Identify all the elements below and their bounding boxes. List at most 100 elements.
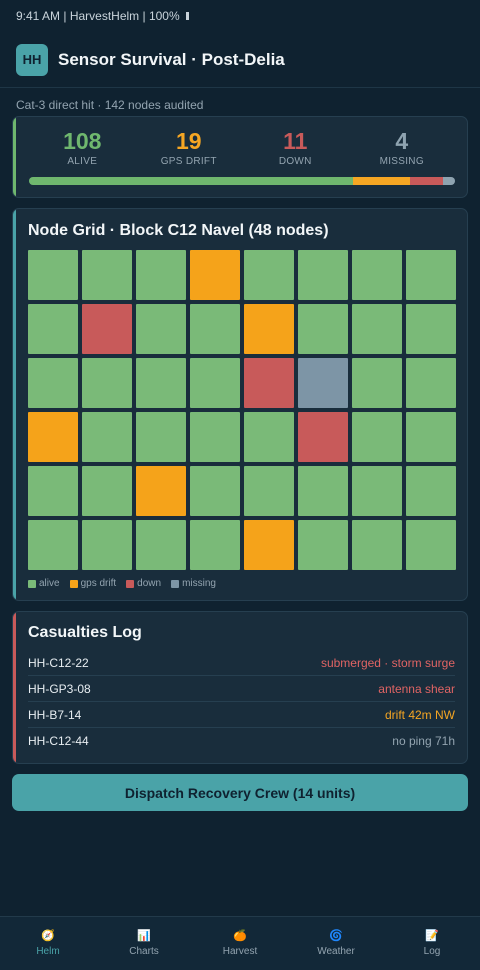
stat-missing: 4 MISSING [349, 128, 456, 168]
node-cell[interactable] [244, 412, 294, 462]
progress-segment-alive [29, 177, 353, 186]
node-cell[interactable] [82, 250, 132, 300]
nav-item-weather[interactable]: 🌀 Weather [288, 917, 384, 970]
node-cell[interactable] [298, 412, 348, 462]
node-cell[interactable] [136, 358, 186, 408]
legend-item-alive: alive [28, 578, 60, 589]
memo-icon: 📝 [425, 929, 439, 942]
orange-fruit-icon: 🍊 [233, 929, 247, 942]
node-cell[interactable] [82, 466, 132, 516]
casualty-row[interactable]: HH-B7-14 drift 42m NW [28, 702, 455, 728]
casualty-row[interactable]: HH-GP3-08 antenna shear [28, 676, 455, 702]
app-header: HH Sensor Survival · Post-Delia [0, 32, 480, 88]
node-cell[interactable] [190, 304, 240, 354]
legend-label: missing [182, 578, 216, 589]
node-cell[interactable] [136, 250, 186, 300]
battery-icon [185, 12, 189, 20]
legend-swatch [69, 579, 78, 588]
node-cell[interactable] [352, 304, 402, 354]
nav-label: Helm [36, 945, 60, 957]
node-cell[interactable] [28, 304, 78, 354]
stat-alive: 108 ALIVE [29, 128, 136, 167]
node-cell[interactable] [406, 250, 456, 300]
node-cell[interactable] [244, 250, 294, 300]
node-cell[interactable] [406, 358, 456, 408]
legend-item-missing: missing [171, 578, 216, 589]
node-cell[interactable] [190, 466, 240, 516]
stat-label: MISSING [379, 156, 424, 168]
node-cell[interactable] [82, 520, 132, 570]
casualty-node-id: HH-C12-22 [28, 655, 89, 670]
bar-chart-icon: 📊 [137, 929, 151, 942]
node-cell[interactable] [82, 412, 132, 462]
stat-label: DOWN [278, 156, 312, 168]
node-cell[interactable] [190, 520, 240, 570]
node-cell[interactable] [82, 358, 132, 408]
node-cell[interactable] [244, 466, 294, 516]
node-cell[interactable] [298, 466, 348, 516]
page-title: Sensor Survival · Post-Delia [58, 49, 285, 69]
stat-value: 4 [395, 128, 409, 154]
stat-value: 108 [63, 128, 102, 154]
node-cell[interactable] [352, 520, 402, 570]
nav-item-charts[interactable]: 📊 Charts [96, 917, 192, 970]
node-cell[interactable] [136, 304, 186, 354]
casualty-row[interactable]: HH-C12-22 submerged · storm surge [28, 650, 455, 676]
node-cell[interactable] [298, 520, 348, 570]
node-cell[interactable] [82, 304, 132, 354]
progress-segment-down [409, 177, 443, 186]
node-cell[interactable] [136, 520, 186, 570]
progress-segment-missing [442, 177, 455, 186]
stat-value: 19 [175, 128, 202, 154]
node-cell[interactable] [298, 304, 348, 354]
stat-label: GPS DRIFT [160, 156, 217, 168]
nav-item-helm[interactable]: 🧭 Helm [0, 917, 96, 970]
node-cell[interactable] [406, 412, 456, 462]
node-cell[interactable] [244, 520, 294, 570]
node-cell[interactable] [298, 358, 348, 408]
node-grid-title: Node Grid · Block C12 Navel (48 nodes) [28, 222, 329, 239]
node-grid-card: Node Grid · Block C12 Navel (48 nodes) a… [12, 208, 468, 601]
node-cell[interactable] [406, 304, 456, 354]
casualty-status: antenna shear [378, 681, 455, 696]
node-cell[interactable] [352, 466, 402, 516]
node-cell[interactable] [136, 412, 186, 462]
node-cell[interactable] [352, 412, 402, 462]
casualty-status: submerged · storm surge [320, 655, 455, 670]
cyclone-icon: 🌀 [329, 929, 343, 942]
node-cell[interactable] [406, 520, 456, 570]
node-cell[interactable] [190, 412, 240, 462]
nav-item-log[interactable]: 📝 Log [384, 917, 480, 970]
node-cell[interactable] [406, 466, 456, 516]
node-cell[interactable] [244, 358, 294, 408]
node-cell[interactable] [28, 250, 78, 300]
stat-down: 11 DOWN [242, 128, 349, 168]
legend-label: alive [39, 578, 60, 589]
legend-swatch [171, 579, 180, 588]
node-cell[interactable] [244, 304, 294, 354]
stat-value: 11 [283, 128, 308, 154]
node-cell[interactable] [28, 358, 78, 408]
node-cell[interactable] [28, 412, 78, 462]
node-cell[interactable] [298, 250, 348, 300]
legend-label: gps drift [80, 578, 117, 589]
node-cell[interactable] [190, 358, 240, 408]
progress-segment-gps-drift [352, 177, 410, 186]
app-logo: HH [16, 43, 48, 76]
casualty-node-id: HH-B7-14 [28, 707, 82, 722]
node-cell[interactable] [190, 250, 240, 300]
node-grid-legend: alive gps drift down missing [28, 578, 455, 589]
dispatch-recovery-button[interactable]: Dispatch Recovery Crew (14 units) [12, 774, 468, 811]
node-cell[interactable] [28, 466, 78, 516]
nav-item-harvest[interactable]: 🍊 Harvest [192, 917, 288, 970]
casualty-status: no ping 71h [392, 734, 455, 748]
node-cell[interactable] [136, 466, 186, 516]
nav-label: Charts [129, 945, 159, 957]
casualty-node-id: HH-GP3-08 [28, 681, 91, 696]
node-cell[interactable] [28, 520, 78, 570]
casualty-row[interactable]: HH-C12-44 no ping 71h [28, 728, 455, 754]
casualties-log-card: Casualties Log HH-C12-22 submerged · stor… [12, 611, 468, 764]
node-cell[interactable] [352, 358, 402, 408]
node-cell[interactable] [352, 250, 402, 300]
bottom-nav: 🧭 Helm 📊 Charts 🍊 Harvest 🌀 Weather 📝 Log [0, 916, 480, 970]
